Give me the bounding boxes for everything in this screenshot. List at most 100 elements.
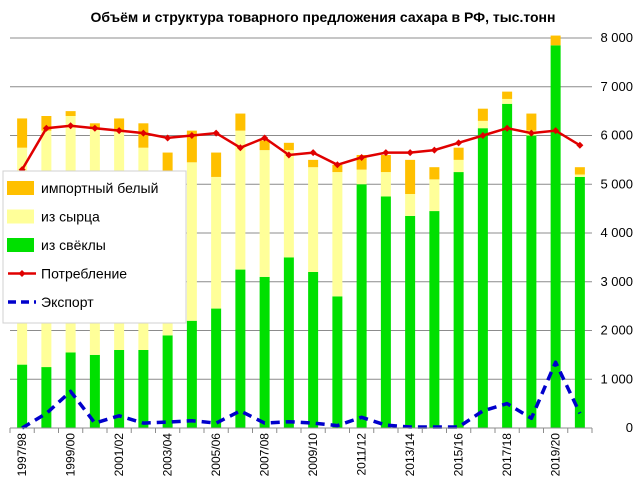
bar-segment (380, 155, 391, 173)
export-line (21, 360, 582, 430)
y-tick-label: 1 000 (600, 371, 633, 386)
bar-segment (17, 364, 28, 428)
bar-segment (477, 120, 488, 129)
bar-segment (502, 91, 513, 99)
y-tick-label: 3 000 (600, 274, 633, 289)
bar-segment (574, 176, 585, 428)
legend-label: Экспорт (41, 294, 94, 310)
chart-title: Объём и структура товарного предложения … (91, 9, 556, 25)
bar-segment (138, 350, 149, 428)
y-tick-label: 4 000 (600, 225, 633, 240)
bar-segment (162, 152, 173, 173)
bar-segment (235, 130, 246, 270)
consumption-marker (358, 153, 366, 161)
x-tick-label: 2015/16 (452, 433, 466, 477)
x-tick-label: 2013/14 (403, 433, 417, 477)
consumption-marker (479, 132, 487, 139)
bar-segment (453, 147, 464, 160)
bar-segment (235, 113, 246, 131)
bar-segment (429, 211, 440, 428)
x-tick-label: 2011/12 (355, 433, 369, 476)
y-tick-label: 6 000 (600, 128, 633, 143)
bar-segment (308, 167, 319, 272)
bar-segment (186, 130, 197, 163)
bar-segment (574, 174, 585, 177)
consumption-marker (236, 144, 244, 152)
bar-segment (453, 172, 464, 428)
bar-segment (235, 269, 246, 428)
bar-segment (356, 155, 367, 170)
legend-swatch (7, 181, 34, 195)
x-tick-label: 1997/98 (15, 433, 29, 477)
bar-segment (332, 296, 343, 428)
consumption-marker (42, 124, 50, 132)
consumption-marker (91, 124, 99, 132)
bar-segment (259, 276, 270, 428)
consumption-marker (261, 134, 269, 142)
consumption-marker (188, 132, 196, 139)
bar-segment (380, 172, 391, 197)
consumption-marker (212, 129, 220, 137)
consumption-marker (503, 124, 511, 132)
consumption-marker (333, 161, 341, 169)
bar-segment (356, 184, 367, 428)
bar-segment (211, 308, 222, 428)
consumption-marker (406, 149, 414, 157)
legend-label: Потребление (41, 266, 127, 282)
bar-segment (550, 35, 561, 46)
bar-segment (380, 196, 391, 428)
bar-segment (259, 140, 270, 151)
bar-segment (477, 128, 488, 428)
y-tick-label: 0 (626, 420, 633, 435)
bar-segment (211, 152, 222, 177)
bar-segment (453, 159, 464, 173)
bar-segment (526, 135, 537, 428)
bar-segment (283, 142, 294, 151)
consumption-marker (309, 149, 317, 157)
legend-label: из свёклы (41, 237, 106, 253)
bar-segment (114, 118, 125, 131)
bar-segment (259, 150, 270, 277)
bar-segment (502, 98, 513, 104)
legend-marker (18, 270, 26, 277)
bar-segment (502, 103, 513, 428)
lines (18, 122, 584, 430)
bar-segment (89, 354, 100, 428)
x-tick-label: 2001/02 (112, 433, 126, 477)
bar-segment (429, 167, 440, 180)
x-tick-label: 2003/04 (161, 433, 175, 477)
x-tick-label: 2007/08 (258, 433, 272, 477)
bar-segment (356, 169, 367, 185)
x-tick-label: 1999/00 (64, 433, 78, 477)
consumption-marker (285, 151, 293, 159)
consumption-line (21, 124, 581, 171)
consumption-marker (139, 129, 147, 137)
bar-segment (41, 367, 52, 428)
x-tick-label: 2017/18 (500, 433, 514, 477)
y-tick-label: 8 000 (600, 30, 633, 45)
consumption-marker (67, 122, 75, 130)
legend-label: из сырца (41, 209, 100, 225)
consumption-marker (164, 134, 172, 142)
legend-swatch (7, 238, 34, 252)
bar-segment (41, 116, 52, 131)
bar-segment (550, 45, 561, 428)
legend: импортный белый из сырца из свёклы Потребле… (2, 170, 187, 324)
y-tick-label: 2 000 (600, 323, 633, 338)
bar-segment (283, 257, 294, 428)
bar-segment (308, 272, 319, 428)
legend-swatch (7, 209, 34, 224)
consumption-marker (455, 139, 463, 147)
bar-segment (574, 167, 585, 175)
consumption-marker (382, 149, 390, 157)
bar-segment (211, 176, 222, 309)
bar-segment (405, 159, 416, 194)
bar-segment (114, 350, 125, 428)
bar-segment (332, 164, 343, 173)
consumption-marker (115, 127, 123, 135)
x-tick-label: 2009/10 (306, 433, 320, 477)
bar-segment (332, 172, 343, 297)
x-tick-label: 2005/06 (209, 433, 223, 477)
